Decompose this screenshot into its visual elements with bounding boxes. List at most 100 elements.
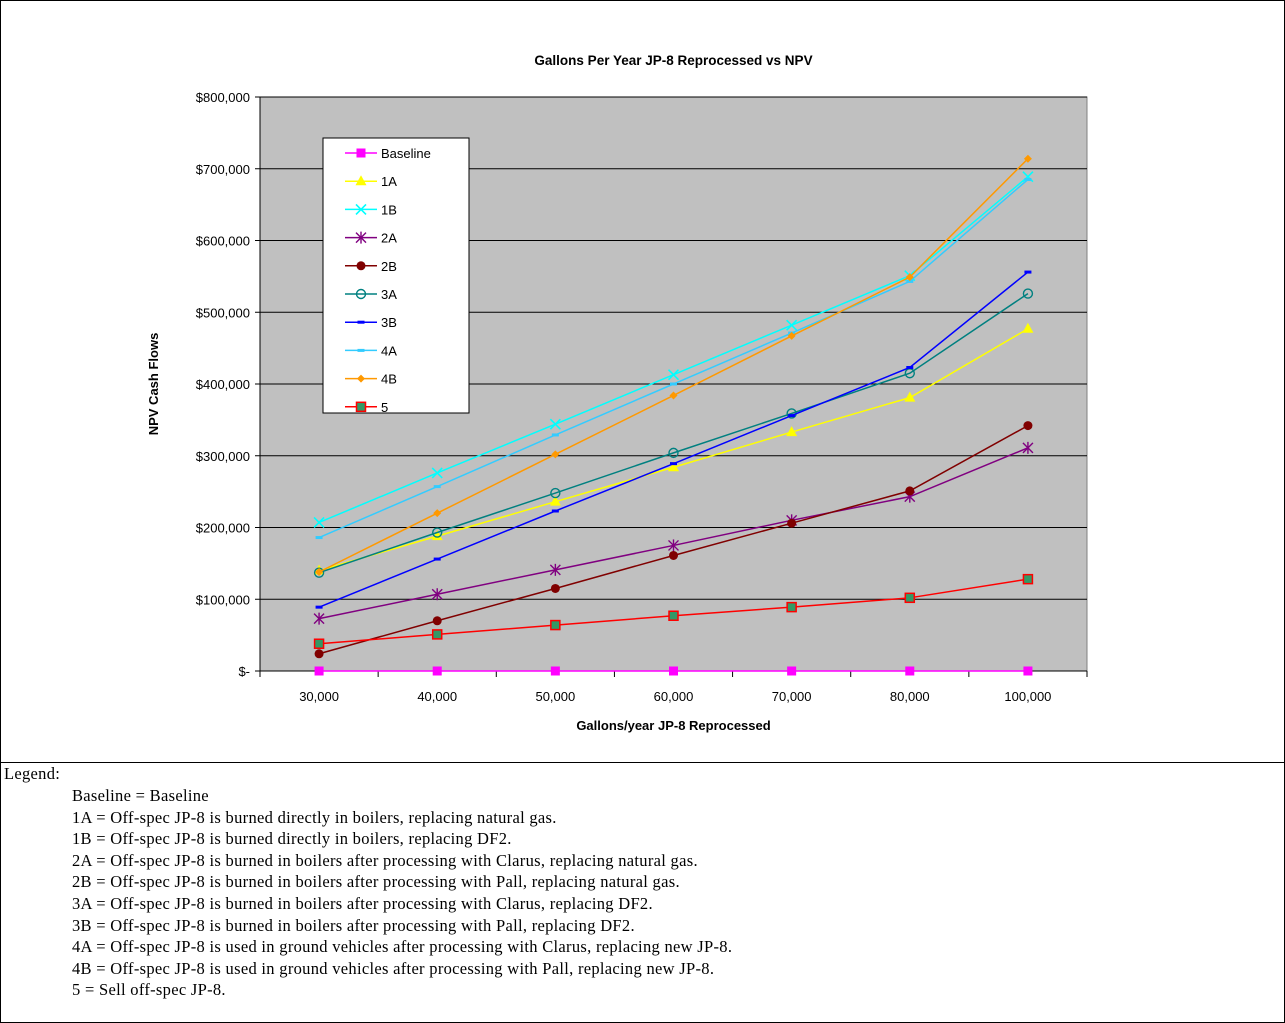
series-4a-point [670, 382, 677, 386]
series-1a-point [786, 426, 798, 437]
series-4b-point [669, 391, 678, 400]
x-tick-label: 70,000 [772, 689, 812, 704]
series-baseline-point [550, 666, 560, 676]
y-tick-label: $700,000 [196, 162, 250, 177]
legend-text-item: 4A = Off-spec JP-8 is used in ground veh… [72, 937, 733, 957]
series-1a-point [431, 530, 443, 541]
series-5-point [313, 638, 325, 649]
legend-text-item: 5 = Sell off-spec JP-8. [72, 980, 226, 1000]
series-3b-point [670, 462, 677, 466]
legend-entry-3a-label: 3A [381, 287, 397, 302]
series-3b-point [551, 509, 559, 513]
legend-text-item: 2B = Off-spec JP-8 is burned in boilers … [72, 872, 680, 892]
series-5-point [786, 601, 797, 613]
x-tick-label: 100,000 [1004, 689, 1051, 704]
legend-entry-4b-label: 4B [381, 372, 397, 387]
x-tick-label: 30,000 [299, 689, 339, 704]
x-tick-label: 50,000 [535, 689, 575, 704]
series-4a-point [906, 279, 914, 283]
y-tick-label: $600,000 [196, 234, 250, 249]
series-4b-point [315, 567, 324, 576]
y-tick-label: $- [238, 664, 250, 679]
series-baseline-point [1023, 666, 1033, 676]
legend-text-item: 2A = Off-spec JP-8 is burned in boilers … [72, 850, 698, 870]
legend-text-item: 3B = Off-spec JP-8 is burned in boilers … [72, 915, 635, 935]
x-tick-label: 40,000 [417, 689, 457, 704]
series-baseline-point [314, 666, 324, 676]
series-3a-line [318, 292, 1029, 574]
series-4a-point [315, 536, 323, 540]
x-tick-label: 60,000 [654, 689, 694, 704]
legend-entry-5-label: 5 [381, 400, 388, 415]
series-3b-point [906, 365, 914, 369]
legend-entry-4a-label: 4A [381, 343, 397, 358]
series-3b-point [788, 414, 796, 418]
legend-entry-3b-label: 3B [381, 315, 397, 330]
x-axis-label: Gallons/year JP-8 Reprocessed [576, 718, 770, 733]
series-5-point [550, 619, 561, 631]
legend-text-item: 4B = Off-spec JP-8 is used in ground veh… [72, 958, 715, 978]
legend-text-item: 3A = Off-spec JP-8 is burned in boilers … [72, 893, 653, 913]
legend-text-list: Baseline = Baseline 1A = Off-spec JP-8 i… [4, 785, 1274, 1001]
series-1b-point [313, 516, 325, 529]
series-1b-point [667, 369, 680, 381]
series-5-point [668, 610, 679, 622]
y-tick-label: $300,000 [196, 449, 250, 464]
series-2b-point [550, 583, 560, 593]
series-2b-point [314, 649, 324, 659]
legend-entry-baseline-label: Baseline [381, 146, 431, 161]
series-4a-point [551, 433, 559, 437]
series-1b-point [786, 319, 798, 331]
series-2b-point [1023, 421, 1033, 431]
legend-entry-1a-label: 1A [381, 174, 397, 189]
series-4b-point [551, 450, 560, 459]
y-tick-label: $400,000 [196, 377, 250, 392]
series-3b-point [1024, 270, 1032, 274]
legend-text-item: 1B = Off-spec JP-8 is burned directly in… [72, 829, 512, 849]
legend-text-title: Legend: [4, 764, 61, 783]
npv-line-chart: $- $100,000 $200,000 $300,000 $400,000 $500,0… [146, 53, 1088, 733]
series-1b-point [431, 467, 443, 479]
y-tick-label: $500,000 [196, 305, 250, 320]
legend-entry-1b-marker [355, 203, 367, 215]
legend-entry-4b-marker [357, 374, 365, 383]
series-3a-point [668, 447, 679, 459]
series-2a-point [549, 563, 561, 576]
legend-text-item: Baseline = Baseline [72, 786, 209, 805]
legend-entry-4a-marker [357, 348, 365, 352]
series-1a-point [668, 461, 679, 472]
series-4a-point [1024, 178, 1032, 182]
series-2b-point [432, 616, 442, 626]
legend-entry-2b-label: 2B [381, 259, 397, 274]
legend-entry-3a-marker [355, 288, 367, 300]
chart-area: $- $100,000 $200,000 $300,000 $400,000 $500,0… [1, 1, 1285, 763]
series-5-point [1022, 573, 1034, 585]
legend-entry-3b-marker [357, 320, 365, 324]
legend-entry-1a-marker [355, 175, 367, 186]
legend-entry-2a-marker [355, 231, 367, 244]
series-3a-point [1022, 288, 1034, 299]
legend-entry-1b-label: 1B [381, 202, 397, 217]
legend-box [322, 137, 470, 414]
series-baseline-point [787, 666, 797, 676]
series-baseline-point [432, 666, 442, 676]
series-baseline-point [905, 666, 915, 676]
series-5-point [431, 629, 443, 640]
series-4a-point [433, 485, 441, 489]
series-3a-point [550, 487, 561, 499]
legend-text-item: 1A = Off-spec JP-8 is burned directly in… [72, 807, 557, 827]
series-4b-point [1023, 154, 1032, 163]
chart-title: Gallons Per Year JP-8 Reprocessed vs NPV [534, 53, 812, 68]
series-4b-point [433, 509, 442, 518]
series-4b-point [787, 331, 796, 340]
series-2a-point [1022, 441, 1034, 454]
y-tick-label: $800,000 [196, 90, 250, 105]
series-1a-point [1022, 322, 1034, 333]
legend-entry-baseline-marker [356, 148, 366, 158]
series-2a-point [431, 588, 443, 601]
series-baseline-point [669, 666, 678, 676]
x-tick-label: 80,000 [890, 689, 930, 704]
y-axis-label: NPV Cash Flows [146, 333, 161, 436]
series-3b-point [433, 557, 441, 561]
